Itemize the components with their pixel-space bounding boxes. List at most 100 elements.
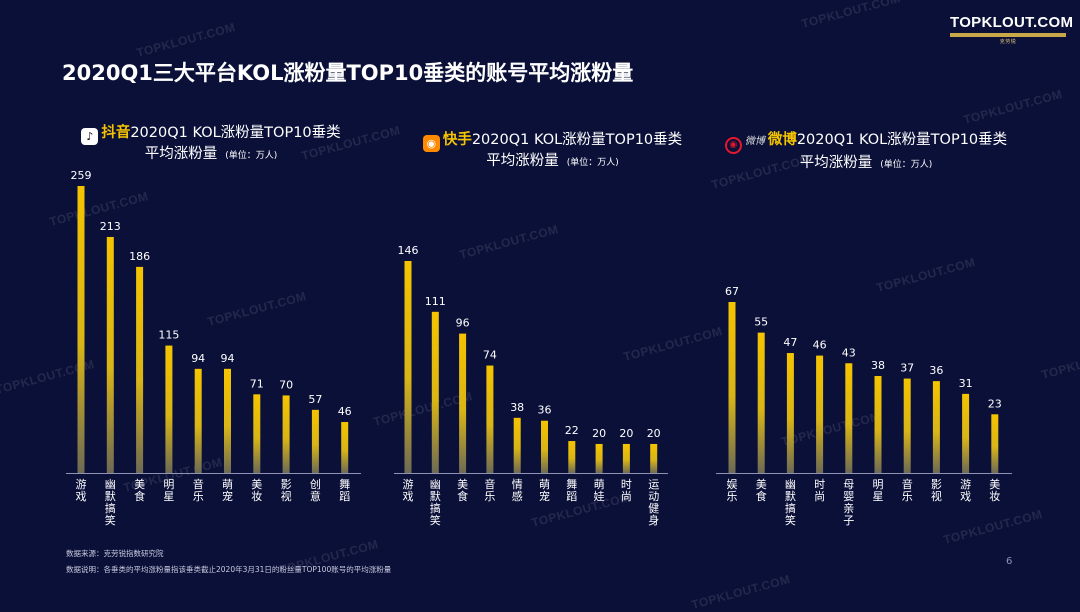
douyin-category-label: 萌宠 bbox=[222, 477, 233, 503]
kuaishou-bar bbox=[622, 443, 630, 473]
douyin-title-line2: 平均涨粉量 bbox=[144, 146, 218, 162]
douyin-unit: (单位：万人) bbox=[225, 151, 278, 161]
weibo-category-label: 音乐 bbox=[902, 477, 913, 503]
kuaishou-category-label: 萌娃 bbox=[594, 477, 605, 503]
kuaishou-value-label: 20 bbox=[619, 427, 633, 440]
kuaishou-panel-title: ◉ 快手2020Q1 KOL涨粉量TOP10垂类 平均涨粉量 (单位：万人) bbox=[405, 131, 700, 173]
weibo-bar bbox=[932, 381, 940, 473]
weibo-bar bbox=[962, 393, 970, 473]
data-description-note: 数据说明：各垂类的平均涨粉量指该垂类截止2020年3月31日的粉丝量TOP100… bbox=[66, 565, 392, 574]
kuaishou-bar bbox=[486, 365, 494, 473]
weibo-bar bbox=[991, 414, 999, 473]
kuaishou-category-label: 游戏 bbox=[403, 478, 414, 503]
weibo-value-label: 46 bbox=[813, 339, 827, 352]
kuaishou-value-label: 146 bbox=[398, 244, 419, 257]
weibo-bar bbox=[816, 355, 824, 473]
kuaishou-category-label: 情感 bbox=[512, 478, 523, 503]
kuaishou-bar bbox=[513, 417, 521, 473]
douyin-category-label: 创意 bbox=[310, 478, 321, 503]
kuaishou-category-label: 萌宠 bbox=[539, 477, 550, 503]
weibo-category-label: 影视 bbox=[931, 478, 942, 503]
douyin-bar bbox=[136, 266, 144, 473]
kuaishou-bar bbox=[404, 261, 412, 473]
douyin-category-label: 音乐 bbox=[193, 477, 204, 503]
douyin-value-label: 70 bbox=[279, 378, 293, 391]
weibo-brand: 微博 bbox=[767, 132, 797, 148]
weibo-bar bbox=[728, 302, 736, 473]
weibo-value-label: 43 bbox=[842, 346, 856, 359]
kuaishou-title-line2: 平均涨粉量 bbox=[486, 153, 559, 169]
weibo-logo-word: 微博 bbox=[744, 136, 765, 147]
kuaishou-bar bbox=[650, 443, 658, 473]
douyin-category-label: 幽默搞笑 bbox=[105, 478, 116, 527]
weibo-value-label: 36 bbox=[929, 364, 943, 377]
weibo-value-label: 55 bbox=[754, 316, 768, 329]
kuaishou-value-label: 36 bbox=[538, 404, 552, 417]
weibo-unit: (单位：万人) bbox=[880, 160, 933, 170]
kuaishou-category-label: 时尚 bbox=[621, 478, 632, 503]
kuaishou-category-label: 运动健身 bbox=[648, 478, 659, 527]
weibo-bar bbox=[845, 363, 853, 473]
douyin-bar bbox=[282, 395, 290, 473]
douyin-value-label: 115 bbox=[158, 329, 179, 342]
douyin-icon: ♪ bbox=[81, 128, 99, 145]
weibo-icon: ◉ bbox=[724, 137, 742, 154]
kuaishou-bar bbox=[431, 311, 439, 473]
kuaishou-value-label: 111 bbox=[425, 295, 446, 308]
kuaishou-brand: 快手 bbox=[442, 132, 472, 148]
kuaishou-title-text: 2020Q1 KOL涨粉量TOP10垂类 bbox=[471, 132, 683, 148]
kuaishou-category-label: 舞蹈 bbox=[566, 478, 577, 503]
douyin-category-label: 美食 bbox=[134, 478, 145, 503]
page-title: 2020Q1三大平台KOL涨粉量TOP10垂类的账号平均涨粉量 bbox=[62, 61, 634, 85]
kuaishou-value-label: 20 bbox=[592, 427, 606, 440]
weibo-category-label: 美妆 bbox=[989, 478, 1000, 503]
weibo-value-label: 47 bbox=[783, 336, 797, 349]
weibo-title-line2: 平均涨粉量 bbox=[799, 155, 873, 171]
weibo-category-label: 明星 bbox=[873, 478, 884, 503]
kuaishou-category-label: 美食 bbox=[457, 478, 468, 503]
kuaishou-unit: (单位：万人) bbox=[566, 158, 619, 168]
weibo-title-text: 2020Q1 KOL涨粉量TOP10垂类 bbox=[796, 132, 1008, 148]
weibo-bar bbox=[874, 376, 882, 473]
kuaishou-value-label: 96 bbox=[456, 317, 470, 330]
douyin-bar bbox=[77, 186, 85, 473]
douyin-bar bbox=[106, 236, 114, 473]
weibo-bar bbox=[786, 353, 794, 473]
douyin-category-label: 游戏 bbox=[76, 478, 87, 503]
page-number: 6 bbox=[1006, 556, 1013, 567]
kuaishou-value-label: 22 bbox=[565, 424, 579, 437]
douyin-category-label: 影视 bbox=[281, 478, 292, 503]
weibo-category-label: 娱乐 bbox=[727, 477, 738, 503]
weibo-value-label: 38 bbox=[871, 359, 885, 372]
kuaishou-category-label: 幽默搞笑 bbox=[430, 478, 441, 527]
douyin-category-label: 明星 bbox=[163, 478, 174, 503]
data-source-note: 数据来源：克劳锐指数研究院 bbox=[66, 549, 164, 558]
douyin-category-label: 美妆 bbox=[251, 478, 262, 503]
weibo-bar bbox=[903, 378, 911, 473]
douyin-value-label: 57 bbox=[308, 393, 322, 406]
douyin-bar bbox=[224, 368, 231, 473]
weibo-category-label: 时尚 bbox=[814, 478, 825, 503]
weibo-value-label: 67 bbox=[725, 285, 739, 298]
douyin-value-label: 213 bbox=[100, 220, 121, 233]
kuaishou-bar bbox=[541, 420, 548, 473]
douyin-bar bbox=[194, 368, 202, 473]
weibo-category-label: 母婴亲子 bbox=[843, 478, 854, 527]
weibo-category-label: 美食 bbox=[756, 478, 767, 503]
kuaishou-value-label: 20 bbox=[647, 427, 661, 440]
douyin-value-label: 94 bbox=[191, 352, 205, 365]
douyin-category-label: 舞蹈 bbox=[339, 478, 350, 503]
douyin-bar bbox=[253, 394, 261, 473]
douyin-panel-title: ♪ 抖音2020Q1 KOL涨粉量TOP10垂类 平均涨粉量 (单位：万人) bbox=[66, 124, 356, 166]
douyin-brand: 抖音 bbox=[101, 125, 131, 141]
kuaishou-value-label: 38 bbox=[510, 401, 524, 414]
douyin-value-label: 94 bbox=[221, 352, 235, 365]
weibo-bar bbox=[757, 332, 765, 473]
logo-subtitle: 克劳锐 bbox=[999, 39, 1017, 45]
kuaishou-bar bbox=[595, 443, 603, 473]
kuaishou-value-label: 74 bbox=[483, 349, 497, 362]
douyin-value-label: 71 bbox=[250, 377, 264, 390]
weibo-value-label: 37 bbox=[900, 362, 914, 375]
kuaishou-bar bbox=[459, 333, 467, 473]
